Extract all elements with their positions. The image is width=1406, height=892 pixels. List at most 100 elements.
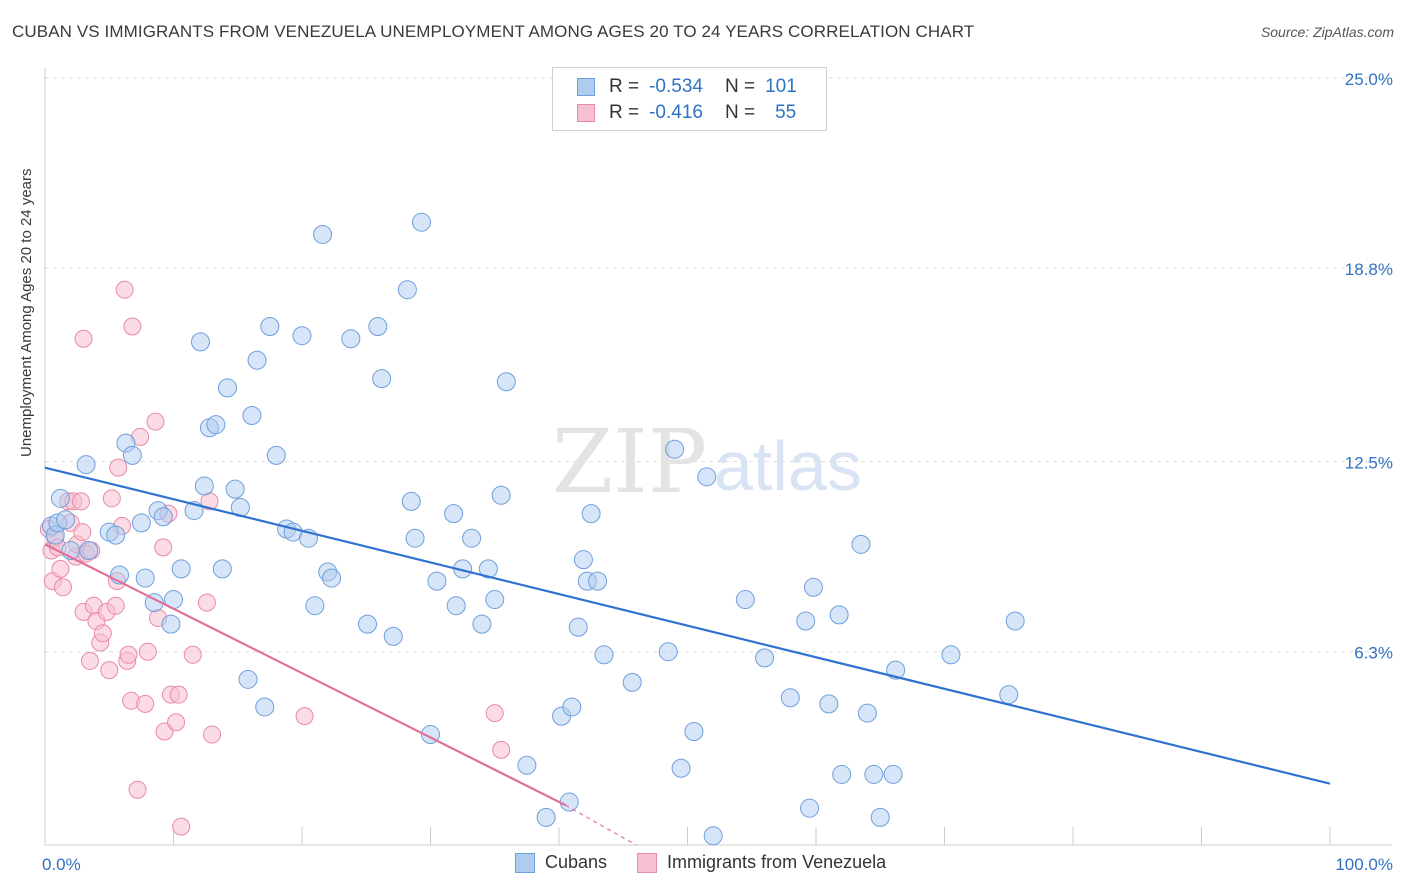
venezuela-point <box>169 685 188 704</box>
cuban-point <box>462 528 482 548</box>
legend-label-cubans: Cubans <box>545 852 608 872</box>
r-label: R = <box>609 76 640 97</box>
cuban-point <box>800 798 820 818</box>
cuban-point <box>1005 611 1025 631</box>
cuban-point <box>832 764 852 784</box>
venezuela-point <box>154 538 173 557</box>
cuban-point <box>444 504 464 524</box>
cuban-point <box>703 826 723 846</box>
cuban-point <box>206 415 226 435</box>
venezuela-point <box>80 651 99 670</box>
cuban-point <box>735 590 755 610</box>
watermark-zip: ZIP <box>552 410 707 513</box>
series-legend: Cubans Immigrants from Venezuela <box>515 852 916 873</box>
cuban-point <box>427 571 447 591</box>
n-label: N = <box>724 76 756 97</box>
cuban-point <box>588 571 608 591</box>
cuban-point <box>658 642 678 662</box>
cuban-point <box>255 697 275 717</box>
cuban-point <box>684 721 704 741</box>
venezuela-point <box>128 780 147 799</box>
venezuela-point <box>51 559 70 578</box>
cuban-point <box>372 369 392 389</box>
cuban-point <box>883 764 903 784</box>
legend-item-venezuela[interactable]: Immigrants from Venezuela <box>637 852 886 873</box>
cuban-point <box>478 559 498 579</box>
trend-lines <box>44 466 1331 846</box>
cuban-point <box>573 550 593 570</box>
cuban-point <box>266 445 286 465</box>
legend-row-cubans: R = -0.534 N = 101 <box>577 75 797 99</box>
cuban-point <box>161 614 181 634</box>
legend-item-cubans[interactable]: Cubans <box>515 852 607 873</box>
cuban-point <box>50 488 70 508</box>
cuban-point <box>135 568 155 588</box>
venezuela-point <box>136 694 155 713</box>
cuban-point <box>313 224 333 244</box>
cuban-point <box>194 476 214 496</box>
cuban-point <box>819 694 839 714</box>
cuban-point <box>851 534 871 554</box>
cuban-point <box>305 596 325 616</box>
cuban-point <box>803 577 823 597</box>
venezuela-point <box>172 817 191 836</box>
cuban-point <box>358 614 378 634</box>
cuban-point <box>864 764 884 784</box>
n-value: 55 <box>775 102 797 123</box>
venezuela-trend-extension <box>565 804 637 846</box>
venezuela-point <box>492 740 511 759</box>
n-label: N = <box>724 102 756 123</box>
venezuela-swatch <box>577 104 595 122</box>
venezuela-point <box>119 645 138 664</box>
cuban-point <box>941 645 961 665</box>
cuban-point <box>496 372 516 392</box>
cuban-point <box>536 807 556 827</box>
venezuela-point <box>138 642 157 661</box>
legend-row-venezuela: R = -0.416 N = 55 <box>577 101 796 125</box>
cuban-points <box>41 212 1025 846</box>
cuban-point <box>122 445 142 465</box>
cuban-point <box>106 525 126 545</box>
cuban-point <box>568 617 588 637</box>
cuban-point <box>857 703 877 723</box>
cuban-point <box>397 280 417 300</box>
cuban-point <box>485 590 505 610</box>
y-axis-label: Unemployment Among Ages 20 to 24 years <box>18 168 35 457</box>
x-tick-label: 0.0% <box>42 855 81 874</box>
cuban-swatch <box>577 78 595 96</box>
y-tick-label: 6.3% <box>1354 644 1393 663</box>
chart-title: CUBAN VS IMMIGRANTS FROM VENEZUELA UNEMP… <box>12 22 975 41</box>
cuban-point <box>671 758 691 778</box>
venezuela-point <box>102 489 121 508</box>
r-value: -0.534 <box>649 76 703 97</box>
cuban-trend-line <box>44 466 1331 785</box>
cuban-point <box>247 350 267 370</box>
x-tick-labels: 0.0% 100.0% <box>42 855 1393 874</box>
y-tick-label: 18.8% <box>1345 260 1393 279</box>
y-tick-labels: 6.3% 12.5% 18.8% 25.0% <box>1345 70 1393 663</box>
venezuela-points <box>39 280 511 836</box>
source-label: Source: ZipAtlas.com <box>1260 24 1394 40</box>
venezuela-point <box>73 523 92 542</box>
venezuela-point <box>106 596 125 615</box>
cuban-point <box>131 513 151 533</box>
r-value: -0.416 <box>649 102 703 123</box>
cuban-point <box>76 455 96 475</box>
cuban-point <box>562 697 582 717</box>
venezuela-trend-line <box>44 543 566 807</box>
cuban-point <box>292 326 312 346</box>
cuban-point <box>225 479 245 499</box>
cuban-point <box>829 605 849 625</box>
x-tick-label: 100.0% <box>1335 855 1393 874</box>
venezuela-point <box>74 329 93 348</box>
gridlines <box>45 77 1392 653</box>
cuban-point <box>401 491 421 511</box>
r-label: R = <box>609 102 640 123</box>
cuban-point <box>594 645 614 665</box>
cuban-point <box>517 755 537 775</box>
cuban-point <box>341 329 361 349</box>
venezuela-point <box>123 317 142 336</box>
venezuela-point <box>197 593 216 612</box>
cuban-point <box>383 626 403 646</box>
venezuela-point <box>115 280 134 299</box>
